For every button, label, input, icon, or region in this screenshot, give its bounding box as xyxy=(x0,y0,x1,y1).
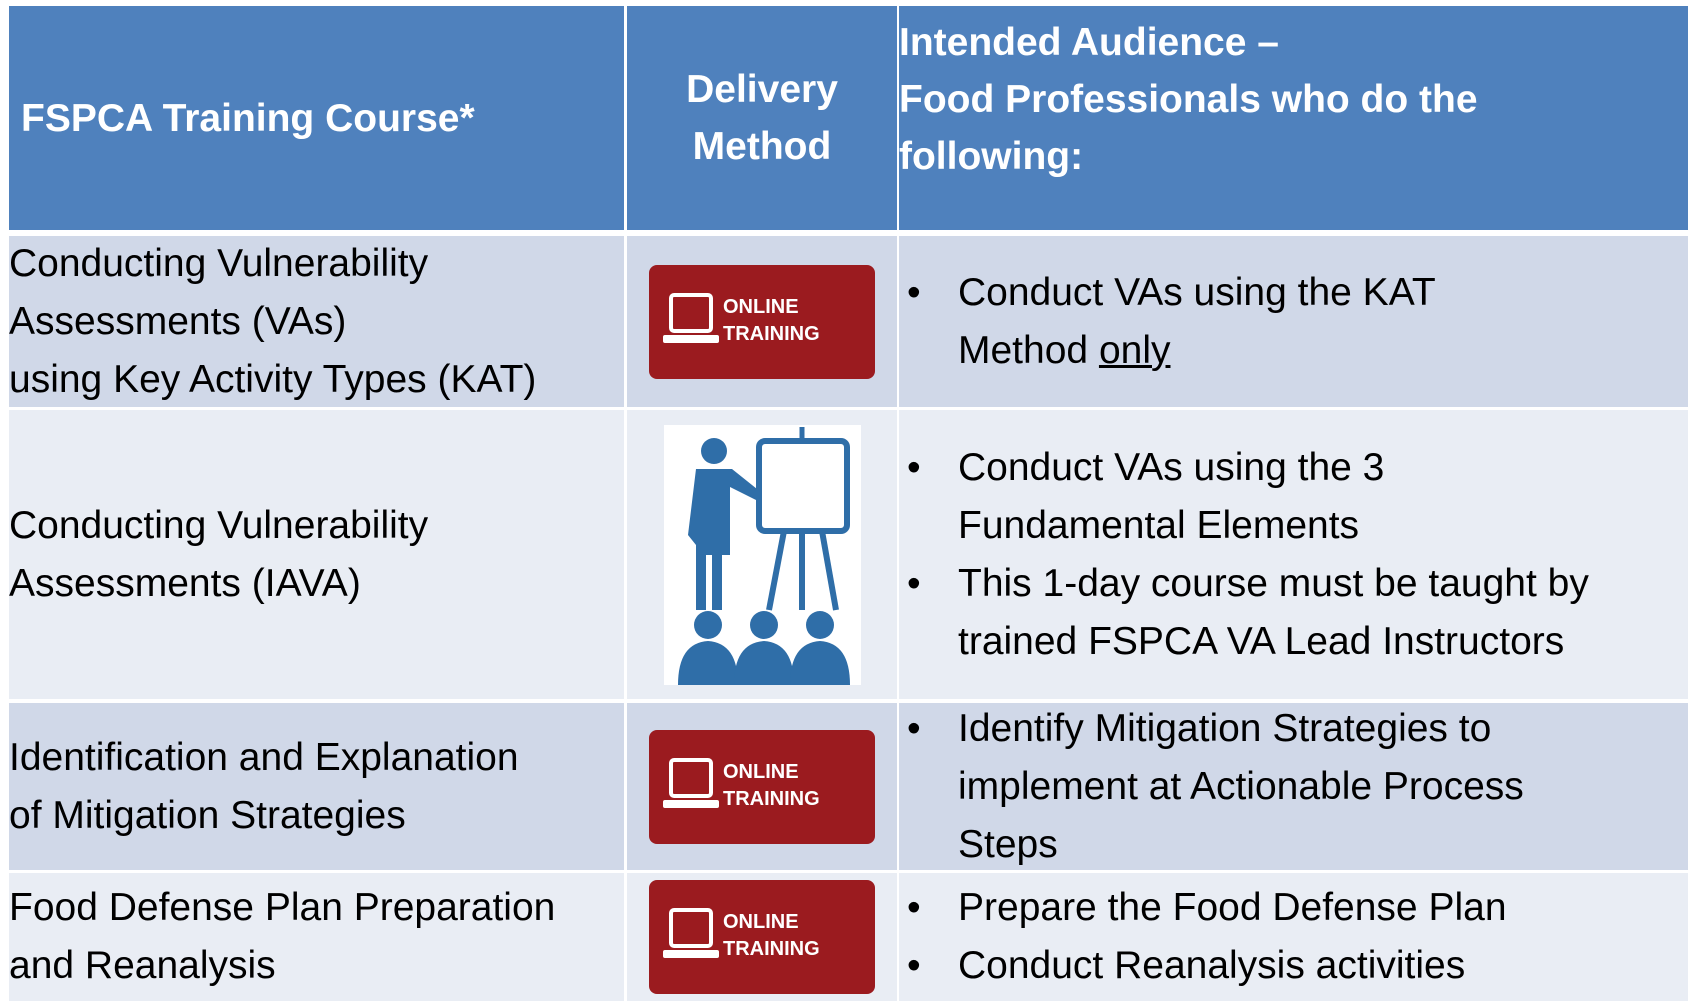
audience-cell: Prepare the Food Defense Plan Conduct Rea… xyxy=(899,873,1688,1001)
header-audience: Intended Audience – Food Professionals wh… xyxy=(899,6,1688,230)
audience-text: Conduct VAs using the 3 xyxy=(958,445,1385,489)
online-training-badge: ONLINE TRAINING xyxy=(649,264,875,379)
audience-cell: Identify Mitigation Strategies to impleme… xyxy=(899,700,1688,870)
audience-text: trained FSPCA VA Lead Instructors xyxy=(958,619,1565,663)
course-line: Assessments (IAVA) xyxy=(9,561,361,605)
course-cell: Conducting Vulnerability Assessments (IAV… xyxy=(9,410,624,699)
header-line: following: xyxy=(899,135,1084,178)
audience-line: This 1-day course must be taught by xyxy=(958,555,1688,613)
audience-line: Identify Mitigation Strategies to xyxy=(958,700,1688,758)
course-line: Conducting Vulnerability xyxy=(9,503,429,547)
course-cell: Identification and Explanation of Mitigat… xyxy=(9,703,624,870)
audience-line: Steps xyxy=(958,816,1688,874)
delivery-cell: ONLINE TRAINING xyxy=(627,236,897,407)
audience-item: Prepare the Food Defense Plan xyxy=(899,879,1688,937)
course-line: and Reanalysis xyxy=(9,944,276,987)
header-line: Method xyxy=(692,125,832,168)
badge-text: ONLINE xyxy=(723,296,799,318)
delivery-cell: ONLINE TRAINING xyxy=(627,703,897,870)
audience-item: Conduct Reanalysis activities xyxy=(899,937,1688,995)
audience-line: Method only xyxy=(958,322,1688,380)
audience-item: Conduct VAs using the 3 Fundamental Eleme… xyxy=(899,439,1688,555)
online-training-badge: ONLINE TRAINING xyxy=(649,729,875,844)
header-line: Food Professionals who do the xyxy=(899,78,1478,121)
course-cell: Conducting Vulnerability Assessments (VAs… xyxy=(9,236,624,407)
delivery-cell xyxy=(627,410,897,699)
audience-line: implement at Actionable Process xyxy=(958,758,1688,816)
badge-text: ONLINE xyxy=(723,761,799,783)
header-line: Delivery xyxy=(686,68,838,111)
course-cell: Food Defense Plan Preparation and Reanaly… xyxy=(9,873,624,1001)
audience-text: implement at Actionable Process xyxy=(958,764,1524,808)
audience-line: trained FSPCA VA Lead Instructors xyxy=(958,613,1688,671)
header-course: FSPCA Training Course* xyxy=(9,6,624,230)
header-line: Intended Audience – xyxy=(899,21,1279,64)
online-training-badge: ONLINE TRAINING xyxy=(649,880,875,994)
audience-text: Conduct VAs using the KAT xyxy=(958,270,1436,314)
audience-line: Conduct VAs using the 3 xyxy=(958,439,1688,497)
presenter-icon xyxy=(663,424,861,685)
course-line: Food Defense Plan Preparation xyxy=(9,886,556,929)
audience-item: This 1-day course must be taught by train… xyxy=(899,555,1688,671)
course-line: Identification and Explanation xyxy=(9,735,519,779)
underlined-text: only xyxy=(1098,328,1171,372)
delivery-cell: ONLINE TRAINING xyxy=(627,873,897,1001)
course-line: Conducting Vulnerability xyxy=(9,241,429,285)
audience-cell: Conduct VAs using the KAT Method only xyxy=(899,236,1688,407)
audience-line: Conduct VAs using the KAT xyxy=(958,264,1688,322)
course-line: Assessments (VAs) xyxy=(9,299,347,343)
audience-item: Identify Mitigation Strategies to impleme… xyxy=(899,700,1688,874)
audience-text: Identify Mitigation Strategies to xyxy=(958,706,1492,750)
audience-cell: Conduct VAs using the 3 Fundamental Eleme… xyxy=(899,410,1688,699)
header-delivery: Delivery Method xyxy=(627,6,897,230)
audience-text: This 1-day course must be taught by xyxy=(958,561,1589,605)
badge-text: ONLINE xyxy=(723,911,799,933)
audience-line: Prepare the Food Defense Plan xyxy=(958,879,1688,937)
badge-text: TRAINING xyxy=(723,788,820,810)
audience-text: Fundamental Elements xyxy=(958,503,1360,547)
audience-text: Conduct Reanalysis activities xyxy=(958,944,1466,987)
badge-text: TRAINING xyxy=(723,938,820,960)
audience-text: Prepare the Food Defense Plan xyxy=(958,886,1507,929)
course-line: using Key Activity Types (KAT) xyxy=(9,357,537,401)
course-line: of Mitigation Strategies xyxy=(9,793,406,837)
audience-text: Steps xyxy=(958,822,1058,866)
audience-line: Fundamental Elements xyxy=(958,497,1688,555)
badge-text: TRAINING xyxy=(723,323,820,345)
audience-line: Conduct Reanalysis activities xyxy=(958,937,1688,995)
audience-text: Method xyxy=(958,328,1089,372)
audience-item: Conduct VAs using the KAT Method only xyxy=(899,264,1688,380)
